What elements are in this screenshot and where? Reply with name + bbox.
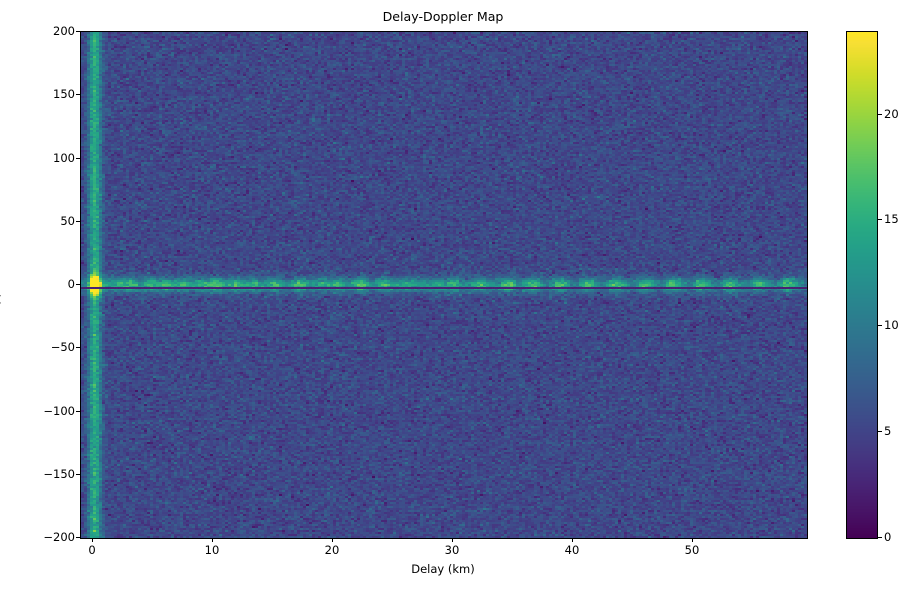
y-tick-label: 200 <box>53 24 75 38</box>
y-tick-label: −200 <box>43 530 75 544</box>
y-tick-label: −150 <box>43 466 75 481</box>
y-tick-label: 50 <box>60 213 75 228</box>
y-tick-mark <box>76 284 80 285</box>
y-tick-mark <box>76 347 80 349</box>
x-tick-label: 20 <box>324 543 340 557</box>
y-tick-label: 0 <box>67 277 75 291</box>
y-tick-mark <box>76 537 80 538</box>
colorbar-tick-mark <box>878 113 882 115</box>
colorbar-tick-mark <box>878 431 882 433</box>
y-tick-mark <box>76 157 80 159</box>
x-axis-label: Delay (km) <box>411 562 475 576</box>
colorbar-tick-label: 5 <box>884 424 892 439</box>
colorbar-tick-label: 20 <box>884 106 899 121</box>
x-tick-mark <box>692 538 693 542</box>
y-tick-mark <box>76 31 80 32</box>
x-tick-mark <box>92 538 93 542</box>
colorbar-tick-mark <box>878 325 882 327</box>
colorbar-tick-mark <box>878 219 882 221</box>
y-tick-label: −100 <box>43 403 75 418</box>
y-tick-mark <box>76 220 80 222</box>
colorbar-tick-label: 10 <box>884 318 899 333</box>
colorbar-tick-mark <box>878 537 882 538</box>
y-tick-mark <box>76 94 80 96</box>
y-tick-label: −50 <box>50 340 75 355</box>
x-tick-mark <box>212 538 213 542</box>
page-title: Delay-Doppler Map <box>382 9 504 24</box>
x-tick-label: 10 <box>204 543 220 557</box>
x-tick-mark <box>572 538 573 542</box>
x-tick-label: 30 <box>444 543 460 557</box>
colorbar-gradient <box>847 32 877 538</box>
x-tick-label: 0 <box>88 543 96 557</box>
x-tick-label: 50 <box>684 543 700 557</box>
colorbar <box>846 31 878 539</box>
y-tick-mark <box>76 473 80 475</box>
y-axis-label: Doppler (Hz) <box>0 248 1 321</box>
x-tick-mark <box>452 538 453 542</box>
colorbar-tick-label: 0 <box>884 530 892 544</box>
x-tick-label: 40 <box>564 543 580 557</box>
delay-doppler-heatmap <box>81 32 807 538</box>
y-tick-label: 100 <box>53 150 75 165</box>
x-tick-mark <box>332 538 333 542</box>
y-tick-mark <box>76 410 80 412</box>
y-tick-label: 150 <box>53 87 75 102</box>
heatmap-axes <box>80 31 808 539</box>
colorbar-tick-label: 15 <box>884 212 899 227</box>
